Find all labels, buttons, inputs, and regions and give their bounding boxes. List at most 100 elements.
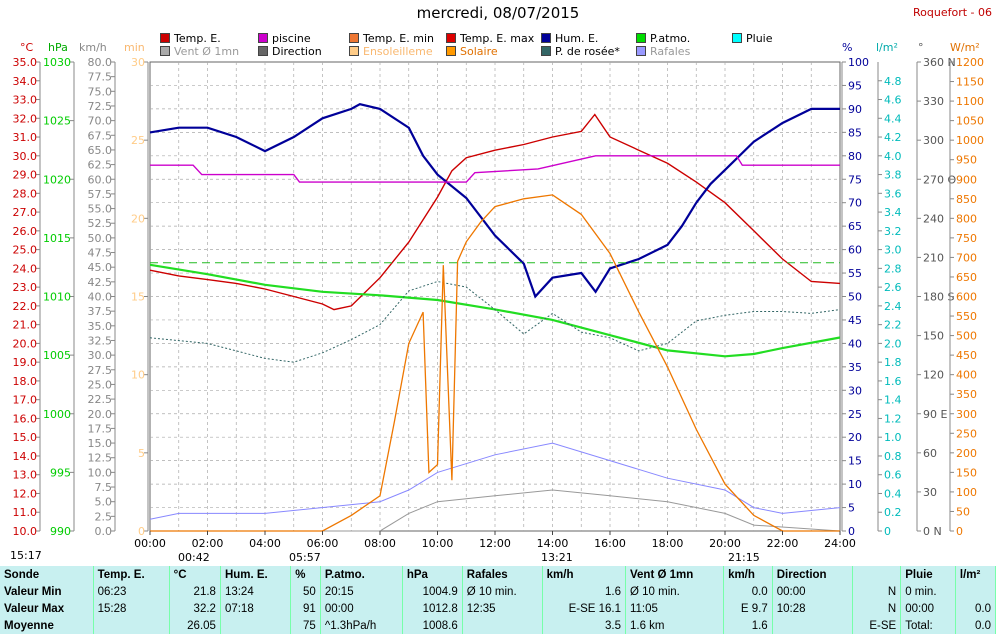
axis-tick-label: 330 [923,95,944,108]
axis-press: 1030 1025 1020 1015 1010 1005 1000 995 990 [43,56,75,538]
axis-tick-label: 29.0 [13,169,38,182]
axis-tick-label: 100 [848,56,869,69]
axis-tick-label: 42.5 [88,276,113,289]
legend-swatch [349,46,359,56]
stats-header: Pluie [900,566,956,583]
axis-tick-label: 1020 [43,173,71,186]
legend-item[interactable]: Direction [258,45,322,58]
stats-cell: E 9.7 [723,600,773,617]
axis-tick-label: 0.2 [884,506,902,519]
axis-tick-label: 35.0 [88,320,113,333]
legend-item[interactable]: Hum. E. [541,32,598,45]
axis-tick-label: 12.0 [13,487,38,500]
axis-temp: 35.0 34.0 33.0 32.0 31.0 30.0 29.0 28.0 27.0 26.0… [13,56,41,538]
x-axis: 00:00 02:00 04:00 06:00 08:00 10:00 12:00 14:00… [134,531,856,550]
day-start-marker: 00:42 [178,551,210,564]
axis-tick-label: 300 [923,134,944,147]
legend-item[interactable]: Pluie [732,32,773,45]
axis-tick-label: 50 [956,505,970,518]
sunrise-marker: 05:57 [289,551,321,564]
stats-cell: 20:15 [320,583,403,600]
axis-tick-label: 14.0 [13,450,38,463]
stats-cell: Ø 10 min. [625,583,725,600]
axis-tick-label: 65.0 [88,144,113,157]
stats-header-unit: °C [169,566,221,583]
legend-label: Direction [272,45,322,58]
axis-tick-label: 90 [848,103,862,116]
weather-chart: °C hPa km/h min % l/m² ° W/m² 35.0 34.0 33… [13,41,985,550]
legend-swatch [636,46,646,56]
axis-tick-label: 17.0 [13,394,38,407]
axis-tick-label: 20.0 [88,408,113,421]
axis-tick-label: 3.6 [884,187,902,200]
legend-label: Temp. E. max [460,32,535,45]
legend-item[interactable]: Temp. E. min [349,32,434,45]
axis-tick-label: 10 [131,369,145,382]
axis-tick-label: 1150 [956,76,984,89]
axis-tick-label: 0 N [923,525,942,538]
axis-tick-label: 400 [956,369,977,382]
axis-tick-label: 2.5 [95,510,113,523]
page-title: mercredi, 08/07/2015 [416,4,580,22]
axis-tick-label: 13.0 [13,469,38,482]
axis-tick-label: 0 [848,525,855,538]
axis-tick-label: 5 [138,447,145,460]
stats-cell: 1.6 [723,617,773,634]
legend-item[interactable]: Vent Ø 1mn [160,45,239,58]
axis-tick-label: 75.0 [88,85,113,98]
axis-tick-label: 1.2 [884,412,902,425]
axis-tick-label: 4.6 [884,94,902,107]
axis-tick-label: 55.0 [88,203,113,216]
axis-tick-label: 3.2 [884,225,902,238]
legend-item[interactable]: Temp. E. [160,32,221,45]
legend-item[interactable]: piscine [258,32,311,45]
stats-cell: 1.6 [542,583,626,600]
axis-tick-label: 27.5 [88,364,113,377]
stats-cell: 0.0 [955,600,996,617]
axis-tick-label: 700 [956,251,977,264]
axis-tick-label: 45.0 [88,261,113,274]
legend-item[interactable]: Solaire [446,45,498,58]
axis-tick-label: 1005 [43,349,71,362]
axis-tick-label: 450 [956,349,977,362]
axis-tick-label: 350 [956,388,977,401]
axis-tick-label: 950 [956,154,977,167]
stats-cell: 10:28 [772,600,853,617]
stats-cell: Moyenne [0,617,94,634]
axis-tick-label: 2.0 [884,337,902,350]
stats-table: Sonde Temp. E. °C Hum. E. % P.atmo. hPa … [0,566,996,634]
axis-tick-label: 95 [848,79,862,92]
stats-cell: 91 [290,600,321,617]
series-line [149,113,841,311]
axis-tick-label: 2.8 [884,262,902,275]
legend-item[interactable]: Ensoleilleme [349,45,433,58]
series-line [150,489,841,532]
legend-label: Temp. E. min [363,32,434,45]
stats-cell: Valeur Max [0,600,94,617]
axis-tick-label: 65 [848,220,862,233]
legend-item[interactable]: P.atmo. [636,32,690,45]
axis-tick-label: 30.0 [88,349,113,362]
axis-tick-label: 45 [848,314,862,327]
stats-cell: 15:28 [93,600,170,617]
axis-tick-label: 22.5 [88,393,113,406]
axis-tick-label: 0 [138,525,145,538]
x-tick-label: 18:00 [652,537,684,550]
stats-header-unit: km/h [723,566,773,583]
x-tick-label: 12:00 [479,537,511,550]
axis-units: °C hPa km/h min % l/m² ° W/m² [20,41,980,54]
stats-cell [772,617,853,634]
axis-tick-label: 80.0 [88,56,113,69]
axis-tick-label: 800 [956,212,977,225]
axis-tick-label: 0.0 [95,525,113,538]
sunset-marker: 21:15 [728,551,760,564]
axis-tick-label: 1100 [956,95,984,108]
stats-cell [462,617,543,634]
legend-item[interactable]: P. de rosée* [541,45,620,58]
x-tick-label: 06:00 [307,537,339,550]
legend-item[interactable]: Rafales [636,45,690,58]
unit-min: min [124,41,145,54]
axis-min: 30 25 20 15 10 5 0 [131,56,149,538]
legend-label: Ensoleilleme [363,45,433,58]
legend-item[interactable]: Temp. E. max [446,32,534,45]
